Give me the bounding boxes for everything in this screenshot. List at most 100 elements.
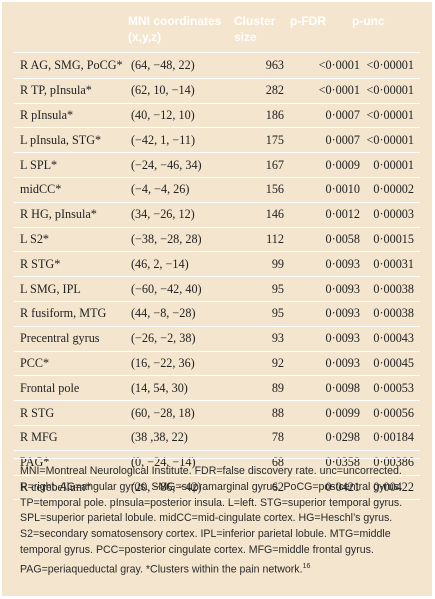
row-region: midCC* (14, 177, 131, 203)
table-row: L S2* (−38, −28, 28) 112 0·0058 0·00015 (14, 227, 420, 253)
row-cluster-size: 99 (236, 251, 298, 278)
row-p-fdr: 0·0093 (298, 326, 360, 352)
row-coordinates: (−42, 1, −11) (131, 127, 236, 154)
row-p-unc: <0·00001 (360, 103, 420, 129)
row-cluster-size: 93 (236, 326, 298, 352)
row-p-unc: 0·00031 (360, 251, 420, 278)
row-cluster-size: 186 (236, 103, 298, 129)
row-p-fdr: 0·0098 (298, 375, 360, 402)
table-row: R HG, pInsula* (34, −26, 12) 146 0·0012 0·00… (14, 202, 420, 228)
row-cluster-size: 282 (236, 78, 298, 104)
table-row: Precentral gyrus (−26, −2, 38) 93 0·0093 0·0… (14, 326, 420, 352)
row-cluster-size: 156 (236, 177, 298, 203)
row-coordinates: (64, −48, 22) (131, 54, 236, 79)
row-region: R pInsula* (14, 103, 131, 129)
header-cluster: Cluster size (234, 13, 275, 45)
results-table: R AG, SMG, PoCG* (64, −48, 22) 963 <0·0001 <… (14, 54, 420, 501)
row-cluster-size: 175 (236, 127, 298, 154)
row-p-unc: 0·00038 (360, 301, 420, 327)
row-p-unc: 0·00002 (360, 177, 420, 203)
table-row: L SPL* (−24, −46, 34) 167 0·0009 0·00001 (14, 152, 420, 178)
row-p-fdr: 0·0093 (298, 251, 360, 278)
row-coordinates: (62, 10, −14) (131, 78, 236, 104)
table-row: Frontal pole (14, 54, 30) 89 0·0098 0·00053 (14, 375, 420, 402)
footnote-divider (14, 458, 420, 459)
row-region: R STG* (14, 251, 131, 278)
row-p-fdr: 0·0093 (298, 351, 360, 377)
row-coordinates: (38 ,38, 22) (131, 425, 236, 451)
footnote-reference: 16 (302, 562, 311, 570)
header-mni-sub: (x,y,z) (128, 30, 162, 44)
row-region: Frontal pole (14, 375, 131, 402)
row-cluster-size: 88 (236, 400, 298, 426)
table-row: PCC* (16, −22, 36) 92 0·0093 0·00045 (14, 351, 420, 377)
row-cluster-size: 95 (236, 301, 298, 327)
row-coordinates: (−24, −46, 34) (131, 152, 236, 178)
table-row: L SMG, IPL (−60, −42, 40) 95 0·0093 0·00038 (14, 276, 420, 302)
header-punc: p-unc (352, 14, 385, 28)
row-p-fdr: 0·0058 (298, 227, 360, 253)
row-region: R fusiform, MTG (14, 301, 131, 327)
row-coordinates: (14, 54, 30) (131, 375, 236, 402)
row-p-unc: 0·00045 (360, 351, 420, 377)
row-region: L SMG, IPL (14, 276, 131, 302)
row-coordinates: (34, −26, 12) (131, 202, 236, 228)
row-cluster-size: 146 (236, 202, 298, 228)
row-coordinates: (−4, −4, 26) (131, 177, 236, 203)
row-coordinates: (60, −28, 18) (131, 400, 236, 426)
row-p-fdr: <0·0001 (298, 54, 360, 79)
row-region: R HG, pInsula* (14, 202, 131, 228)
row-p-fdr: 0·0010 (298, 177, 360, 203)
row-region: R MFG (14, 425, 131, 451)
table-row: R AG, SMG, PoCG* (64, −48, 22) 963 <0·0001 <… (14, 54, 420, 79)
table-row: R TP, pInsula* (62, 10, −14) 282 <0·0001 <0·… (14, 78, 420, 104)
row-coordinates: (−26, −2, 38) (131, 326, 236, 352)
header-mni: MNI coordinates (x,y,z) (128, 13, 221, 45)
row-p-unc: 0·00015 (360, 227, 420, 253)
row-p-unc: 0·00422 (360, 475, 420, 501)
row-p-fdr: 0·0007 (298, 103, 360, 129)
row-p-unc: 0·00001 (360, 152, 420, 178)
row-p-fdr: 0·0007 (298, 127, 360, 154)
row-coordinates: (44, −8, −28) (131, 301, 236, 327)
header-divider (14, 52, 420, 53)
row-coordinates: (16, −22, 36) (131, 351, 236, 377)
table-row: R STG* (46, 2, −14) 99 0·0093 0·00031 (14, 251, 420, 278)
table-row: midCC* (−4, −4, 26) 156 0·0010 0·00002 (14, 177, 420, 203)
header-pfdr: p-FDR (290, 14, 326, 28)
row-region: L pInsula, STG* (14, 127, 131, 154)
row-p-fdr: 0·0009 (298, 152, 360, 178)
row-region: R cerebellum* (14, 475, 131, 501)
row-coordinates: (−60, −42, 40) (131, 276, 236, 302)
row-p-unc: 0·00184 (360, 425, 420, 451)
row-region: R AG, SMG, PoCG* (14, 54, 131, 79)
row-coordinates: (20, −86, −42) (131, 475, 236, 501)
row-p-fdr: 0·0093 (298, 276, 360, 302)
row-cluster-size: 963 (236, 54, 298, 79)
row-coordinates: (−38, −28, 28) (131, 227, 236, 253)
row-p-unc: <0·00001 (360, 54, 420, 79)
row-p-unc: <0·00001 (360, 78, 420, 104)
row-region: Precentral gyrus (14, 326, 131, 352)
row-p-unc: <0·00001 (360, 127, 420, 154)
row-p-fdr: 0·0093 (298, 301, 360, 327)
row-cluster-size: 167 (236, 152, 298, 178)
row-cluster-size: 62 (236, 475, 298, 501)
row-p-fdr: 0·0298 (298, 425, 360, 451)
row-cluster-size: 89 (236, 375, 298, 402)
table-row: R cerebellum* (20, −86, −42) 62 0·0421 0·004… (14, 475, 420, 501)
row-p-unc: 0·00043 (360, 326, 420, 352)
row-p-fdr: 0·0012 (298, 202, 360, 228)
header-cluster-sub: size (234, 30, 257, 44)
row-region: L S2* (14, 227, 131, 253)
row-region: R STG (14, 400, 131, 426)
row-coordinates: (40, −12, 10) (131, 103, 236, 129)
table-row: R pInsula* (40, −12, 10) 186 0·0007 <0·00001 (14, 103, 420, 129)
footnote-text: MNI=Montreal Neurological Institute. FDR… (20, 465, 403, 576)
row-p-unc: 0·00053 (360, 375, 420, 402)
row-p-fdr: 0·0099 (298, 400, 360, 426)
header-mni-title: MNI coordinates (128, 14, 222, 28)
row-p-fdr: 0·0421 (298, 475, 360, 501)
row-region: PCC* (14, 351, 131, 377)
